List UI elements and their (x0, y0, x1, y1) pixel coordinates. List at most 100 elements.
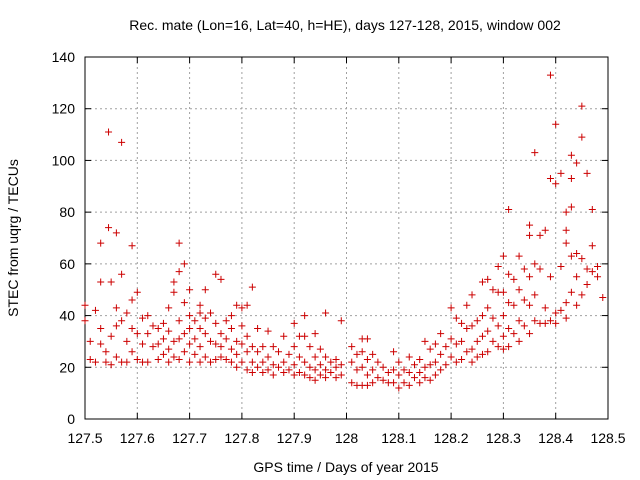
data-point (316, 371, 324, 379)
data-point (269, 371, 277, 379)
data-point (97, 278, 105, 286)
x-axis-label: GPS time / Days of year 2015 (253, 459, 438, 475)
data-point (102, 348, 110, 356)
x-tick-label: 128.2 (434, 430, 469, 446)
data-point (546, 273, 554, 281)
data-point (573, 250, 581, 258)
data-point (248, 283, 256, 291)
data-point (212, 340, 220, 348)
x-tick-label: 127.9 (277, 430, 312, 446)
data-point (327, 358, 335, 366)
data-point (170, 278, 178, 286)
data-point (452, 314, 460, 322)
data-point (316, 345, 324, 353)
data-point (301, 312, 309, 320)
data-point (473, 353, 481, 361)
data-point (186, 340, 194, 348)
data-point (290, 371, 298, 379)
data-point (301, 332, 309, 340)
y-tick-label: 40 (59, 308, 75, 324)
data-point (133, 288, 141, 296)
data-point (552, 309, 560, 317)
data-point (112, 229, 120, 237)
data-point (562, 208, 570, 216)
data-point (395, 358, 403, 366)
data-point (374, 358, 382, 366)
x-tick-label: 128.1 (381, 430, 416, 446)
data-point (180, 299, 188, 307)
data-point (405, 381, 413, 389)
data-point (191, 350, 199, 358)
data-point (259, 343, 267, 351)
data-point (290, 343, 298, 351)
data-point (515, 337, 523, 345)
data-point (105, 128, 113, 136)
data-point (170, 337, 178, 345)
data-point (478, 332, 486, 340)
data-point (578, 133, 586, 141)
data-point (269, 343, 277, 351)
data-point (515, 252, 523, 260)
data-point (243, 301, 251, 309)
data-point (97, 325, 105, 332)
data-point (353, 350, 361, 358)
data-point (233, 337, 241, 345)
y-tick-label: 0 (67, 411, 75, 427)
data-point (175, 356, 183, 364)
data-point (400, 379, 408, 387)
data-point (290, 361, 298, 369)
data-point (426, 345, 434, 353)
data-point (447, 335, 455, 343)
data-point (484, 275, 492, 283)
data-point (494, 343, 502, 351)
data-point (118, 317, 126, 325)
data-point (526, 231, 534, 239)
data-point (322, 353, 330, 361)
data-point (531, 317, 539, 325)
data-point (227, 312, 235, 320)
data-point (254, 325, 262, 332)
data-point (510, 275, 518, 283)
data-point (280, 368, 288, 376)
data-point (369, 379, 377, 387)
data-point (259, 358, 267, 366)
data-point (348, 343, 356, 351)
data-point (541, 319, 549, 327)
data-point (275, 363, 283, 371)
data-point (81, 301, 89, 309)
data-point (499, 252, 507, 260)
data-point (105, 224, 113, 232)
data-point (437, 366, 445, 374)
data-point (259, 368, 267, 376)
data-point (557, 306, 565, 314)
x-tick-label: 128.4 (538, 430, 573, 446)
data-point (97, 239, 105, 247)
data-point (431, 340, 439, 348)
data-point (510, 330, 518, 338)
data-point (499, 312, 507, 320)
data-point (567, 252, 575, 260)
data-point (390, 379, 398, 387)
data-point (207, 309, 215, 317)
data-point (505, 270, 513, 278)
data-point (546, 317, 554, 325)
data-point (416, 368, 424, 376)
data-point (285, 350, 293, 358)
data-point (165, 304, 173, 312)
data-point (468, 322, 476, 330)
data-point (374, 374, 382, 382)
data-point (144, 358, 152, 366)
chart-title: Rec. mate (Lon=16, Lat=40, h=HE), days 1… (129, 17, 561, 33)
data-point (363, 371, 371, 379)
data-point (217, 353, 225, 361)
data-point (201, 353, 209, 361)
y-axis-label: STEC from uqrg / TECUs (5, 159, 21, 317)
data-point (128, 325, 136, 332)
data-point (567, 288, 575, 296)
y-tick-label: 60 (59, 256, 75, 272)
data-point (238, 322, 246, 330)
data-point (165, 345, 173, 353)
data-point (311, 353, 319, 361)
data-point (285, 366, 293, 374)
data-point (238, 340, 246, 348)
